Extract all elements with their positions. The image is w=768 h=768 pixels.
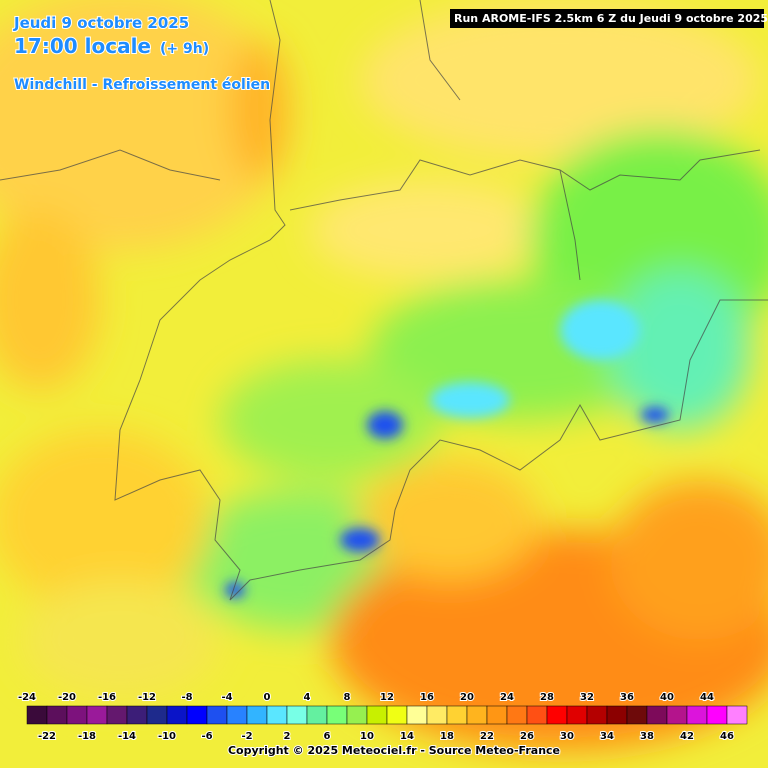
- scale-label: 34: [600, 731, 614, 742]
- scale-label: 42: [680, 731, 694, 742]
- offset: (+ 9h): [160, 41, 209, 57]
- color-swatch: [326, 705, 348, 725]
- scale-label: 8: [344, 692, 351, 703]
- scale-label: -22: [38, 731, 56, 742]
- color-swatch: [186, 705, 208, 725]
- color-swatch: [666, 705, 688, 725]
- color-swatch: [66, 705, 88, 725]
- color-swatch: [426, 705, 448, 725]
- scale-label: 10: [360, 731, 374, 742]
- scale-label: -20: [58, 692, 76, 703]
- color-swatch: [146, 705, 168, 725]
- variable: Windchill - Refroissement éolien: [14, 77, 270, 93]
- scale-label: 2: [284, 731, 291, 742]
- run-info: Run AROME-IFS 2.5km 6 Z du Jeudi 9 octob…: [454, 12, 768, 25]
- color-swatch: [726, 705, 748, 725]
- color-swatch: [26, 705, 48, 725]
- run-banner: [450, 9, 764, 28]
- scale-label: -8: [181, 692, 192, 703]
- scale-label: 4: [304, 692, 311, 703]
- color-swatch: [46, 705, 68, 725]
- color-swatch: [506, 705, 528, 725]
- color-swatch: [586, 705, 608, 725]
- scale-label: -4: [221, 692, 232, 703]
- scale-label: 6: [324, 731, 331, 742]
- color-swatch: [346, 705, 368, 725]
- color-swatch: [646, 705, 668, 725]
- scale-label: 24: [500, 692, 514, 703]
- scale-label: 22: [480, 731, 494, 742]
- color-swatch: [446, 705, 468, 725]
- scale-label: 36: [620, 692, 634, 703]
- scale-label: -6: [201, 731, 212, 742]
- color-scale: -24-22-20-18-16-14-12-10-8-6-4-202468101…: [17, 691, 748, 743]
- color-swatch: [686, 705, 708, 725]
- color-swatch: [206, 705, 228, 725]
- scale-label: 20: [460, 692, 474, 703]
- color-swatch: [706, 705, 728, 725]
- color-swatch: [86, 705, 108, 725]
- scale-label: 14: [400, 731, 414, 742]
- scale-label: 38: [640, 731, 654, 742]
- scale-label: -2: [241, 731, 252, 742]
- copyright: Copyright © 2025 Meteociel.fr - Source M…: [228, 744, 560, 757]
- scale-label: 40: [660, 692, 674, 703]
- scale-label: -12: [138, 692, 156, 703]
- scale-label: -24: [18, 692, 36, 703]
- scale-label: 0: [264, 692, 271, 703]
- color-swatch: [466, 705, 488, 725]
- scale-label: 16: [420, 692, 434, 703]
- scale-label: 28: [540, 692, 554, 703]
- color-swatch: [606, 705, 628, 725]
- color-swatch: [266, 705, 288, 725]
- scale-label: 44: [700, 692, 714, 703]
- scale-label: 46: [720, 731, 734, 742]
- scale-label: -18: [78, 731, 96, 742]
- scale-label: -16: [98, 692, 116, 703]
- scale-label: -14: [118, 731, 136, 742]
- color-swatch: [286, 705, 308, 725]
- color-swatch: [246, 705, 268, 725]
- color-swatch: [126, 705, 148, 725]
- date: Jeudi 9 octobre 2025: [13, 14, 189, 32]
- color-swatch: [566, 705, 588, 725]
- scale-label: -10: [158, 731, 176, 742]
- color-swatch: [306, 705, 328, 725]
- color-swatch: [226, 705, 248, 725]
- color-swatch: [486, 705, 508, 725]
- color-swatch: [546, 705, 568, 725]
- time: 17:00 locale: [14, 34, 151, 58]
- scale-label: 32: [580, 692, 594, 703]
- color-swatch: [406, 705, 428, 725]
- color-swatch: [386, 705, 408, 725]
- color-swatch: [526, 705, 548, 725]
- color-swatch: [366, 705, 388, 725]
- scale-label: 18: [440, 731, 454, 742]
- scale-label: 12: [380, 692, 394, 703]
- color-swatch: [166, 705, 188, 725]
- scale-label: 26: [520, 731, 534, 742]
- scale-label: 30: [560, 731, 574, 742]
- color-swatch: [106, 705, 128, 725]
- color-swatch: [626, 705, 648, 725]
